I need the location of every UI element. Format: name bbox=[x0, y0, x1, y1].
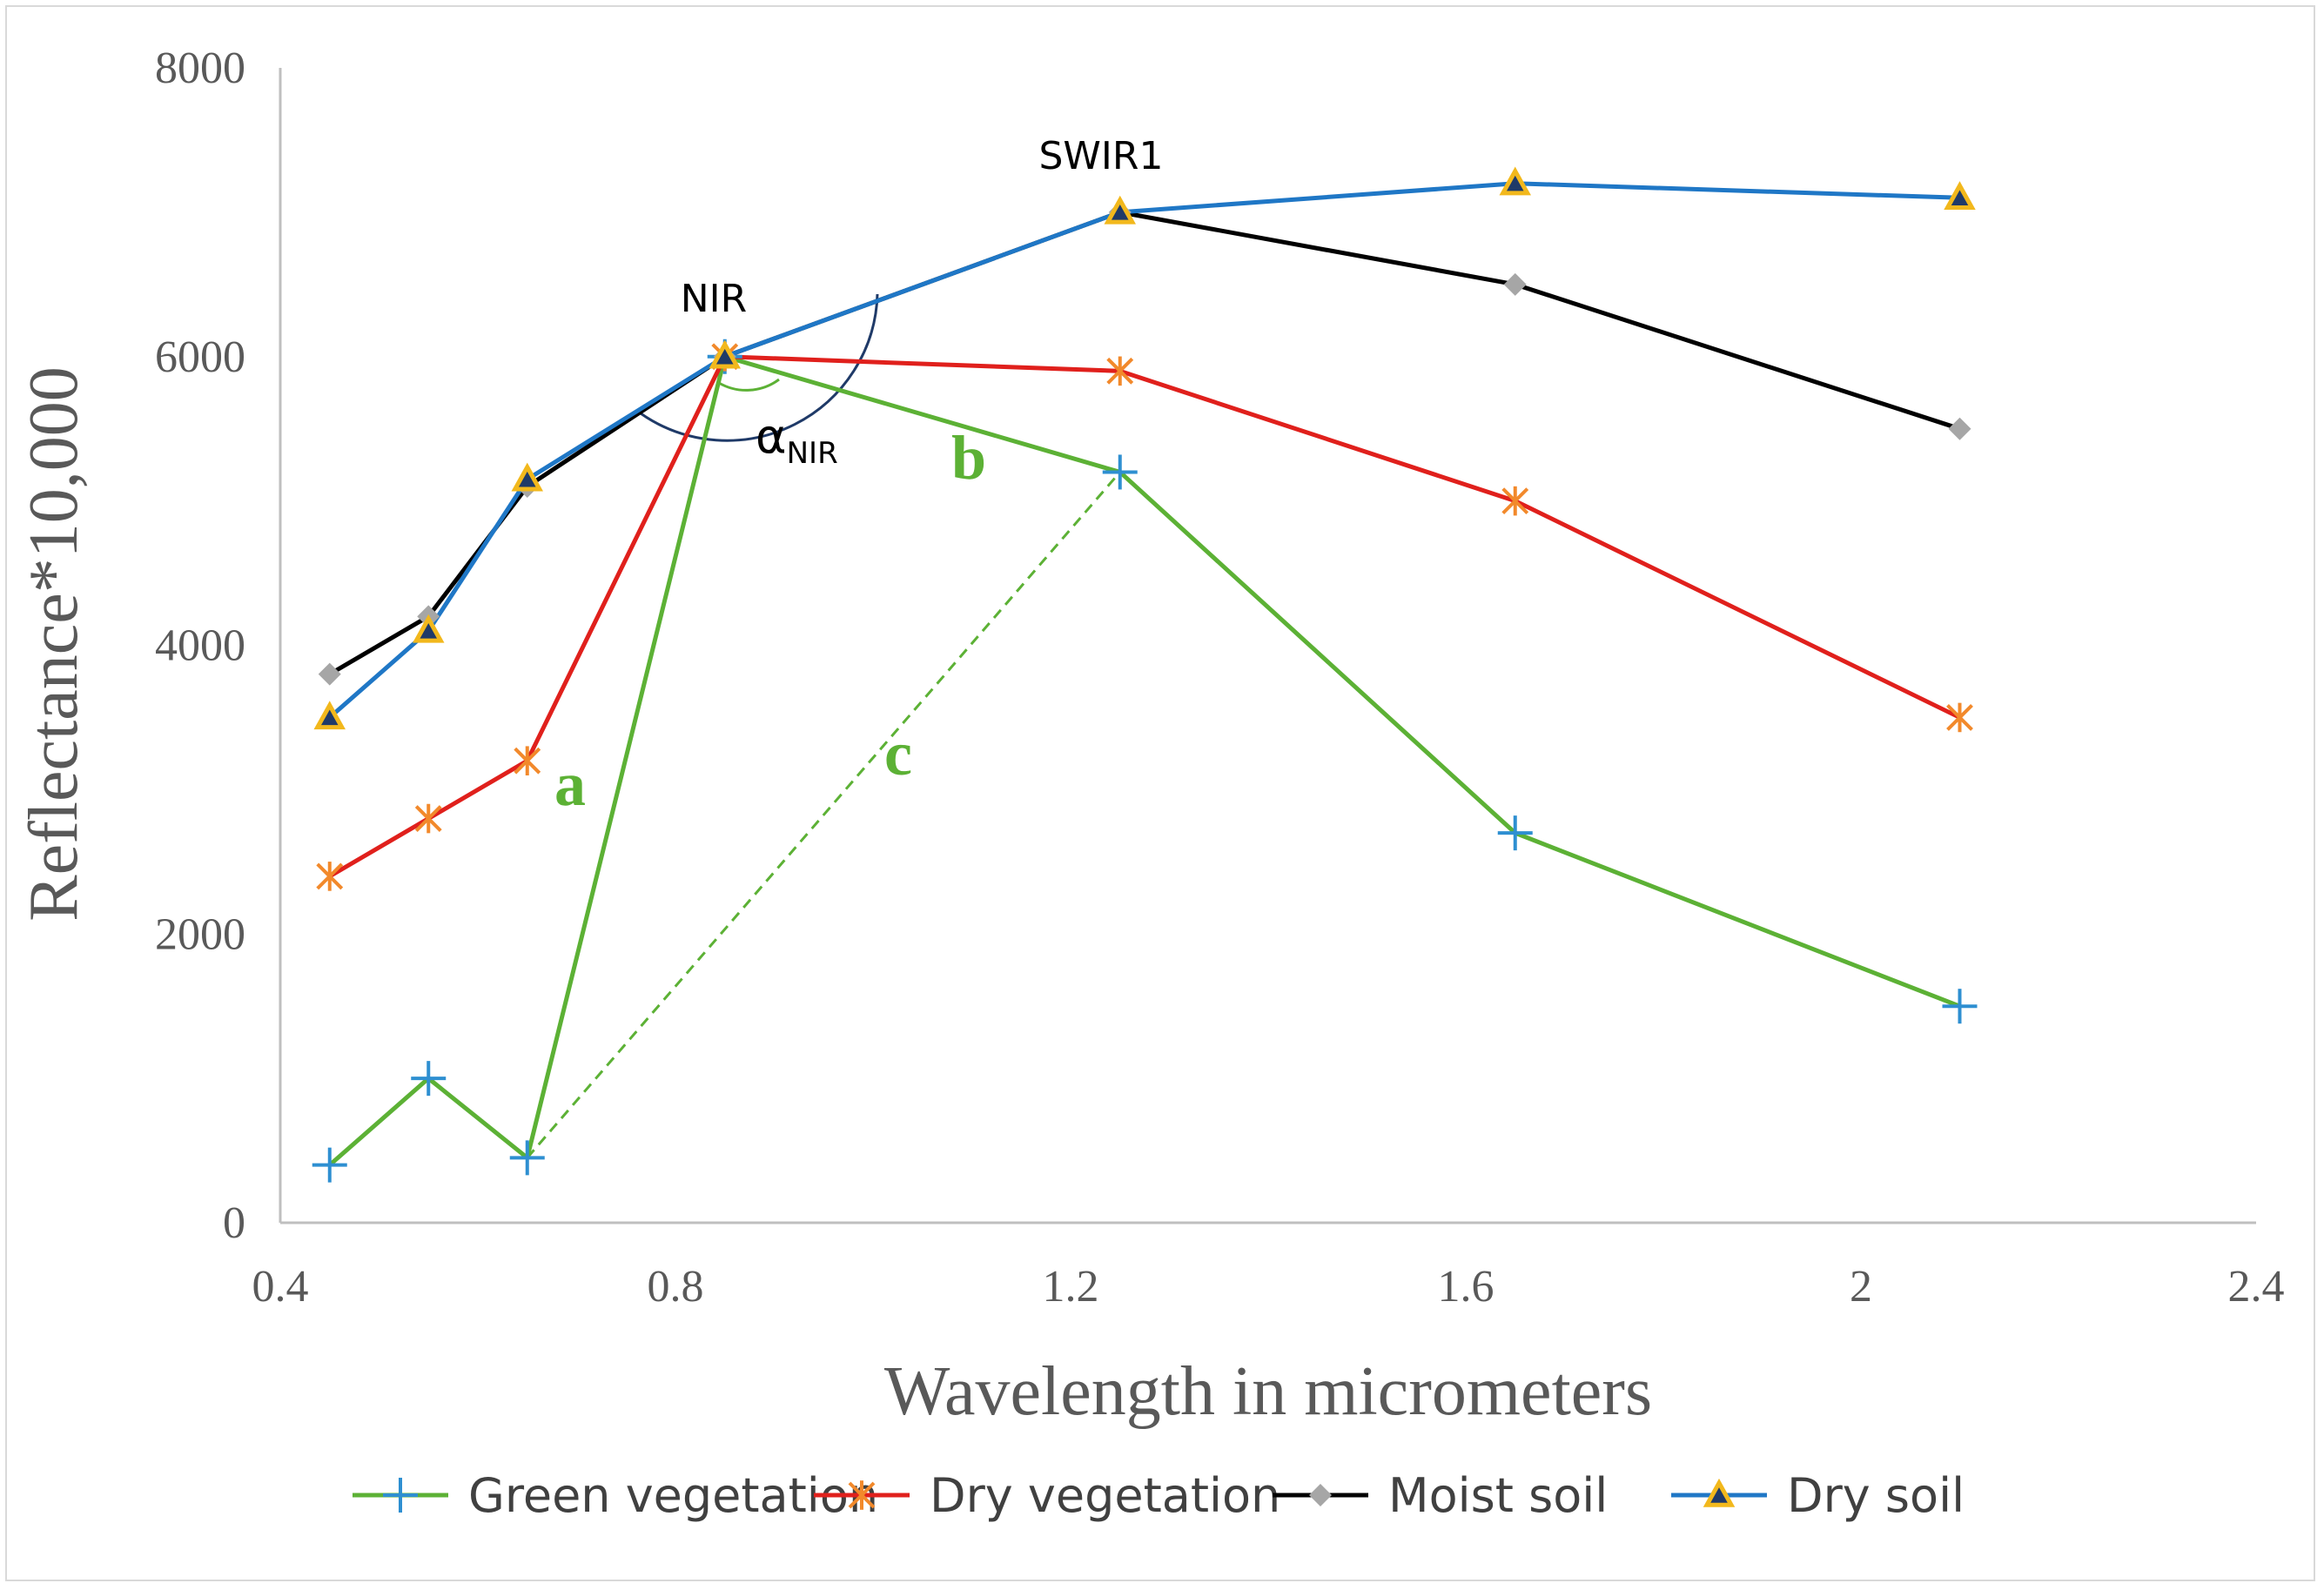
y-tick-label: 0 bbox=[223, 1198, 245, 1248]
angle-arc-inner bbox=[718, 378, 780, 392]
y-tick-label: 6000 bbox=[155, 332, 245, 382]
alpha-subscript: NIR bbox=[787, 436, 838, 471]
point-dry-soil bbox=[1104, 195, 1136, 225]
point-green-vegetation bbox=[411, 1061, 447, 1097]
alpha-symbol: α bbox=[756, 409, 787, 464]
point-green-vegetation bbox=[509, 1140, 545, 1176]
annotation-nir: NIR bbox=[681, 277, 747, 321]
legend-label: Moist soil bbox=[1388, 1468, 1608, 1523]
x-tick-label: 1.6 bbox=[1438, 1262, 1494, 1312]
legend-marker bbox=[848, 1480, 876, 1510]
legend-item-dry-vegetation: Dry vegetation bbox=[814, 1468, 1280, 1523]
point-dry-soil bbox=[413, 614, 445, 643]
point-moist-soil bbox=[1948, 417, 1971, 440]
x-tick-label: 2 bbox=[1850, 1262, 1872, 1312]
point-dry-soil bbox=[313, 701, 346, 730]
point-dry-vegetation bbox=[414, 803, 442, 834]
legend-label: Dry vegetation bbox=[930, 1468, 1280, 1523]
point-dry-soil bbox=[1499, 166, 1531, 196]
legend-item-green-vegetation: Green vegetation bbox=[353, 1468, 878, 1523]
series-line-moist-soil bbox=[328, 210, 1961, 676]
annotation-c: c bbox=[884, 719, 912, 788]
point-dry-soil bbox=[1944, 181, 1976, 210]
point-moist-soil bbox=[318, 662, 341, 686]
legend-item-dry-soil: Dry soil bbox=[1671, 1468, 1965, 1523]
y-tick-group: 0 2000 4000 6000 8000 bbox=[155, 44, 245, 1248]
annotation-a: a bbox=[554, 749, 586, 819]
point-dry-soil bbox=[709, 339, 741, 369]
point-moist-soil bbox=[1503, 272, 1527, 296]
point-dry-vegetation bbox=[1501, 486, 1529, 516]
point-green-vegetation bbox=[312, 1147, 347, 1183]
y-tick-label: 2000 bbox=[155, 909, 245, 959]
y-axis-title: Reflectance*10,000 bbox=[16, 366, 92, 922]
x-tick-label: 0.4 bbox=[252, 1262, 309, 1312]
point-dry-soil bbox=[511, 462, 543, 492]
point-dry-vegetation bbox=[514, 746, 541, 775]
x-tick-label: 2.4 bbox=[2228, 1262, 2285, 1312]
legend-marker bbox=[383, 1478, 418, 1513]
point-green-vegetation bbox=[1942, 989, 1978, 1024]
legend-item-moist-soil: Moist soil bbox=[1273, 1468, 1608, 1523]
chart-frame bbox=[5, 5, 2315, 1581]
x-tick-label: 1.2 bbox=[1043, 1262, 1099, 1312]
series-line-dry-soil bbox=[328, 181, 1960, 720]
series-group bbox=[312, 166, 1978, 1183]
point-green-vegetation bbox=[1102, 454, 1138, 490]
annotation-alpha: αNIR bbox=[756, 409, 838, 471]
y-tick-label: 4000 bbox=[155, 621, 245, 671]
legend-marker bbox=[1703, 1478, 1736, 1507]
y-tick-label: 8000 bbox=[155, 44, 245, 93]
x-tick-label: 0.8 bbox=[648, 1262, 704, 1312]
x-axis-title: Wavelength in micrometers bbox=[884, 1353, 1652, 1430]
dashed-line-c bbox=[526, 471, 1121, 1159]
angle-arc-outer bbox=[640, 293, 879, 442]
annotation-b: b bbox=[951, 423, 986, 493]
legend-marker bbox=[1309, 1484, 1332, 1506]
legend-label: Dry soil bbox=[1787, 1468, 1965, 1523]
x-tick-group: 0.4 0.8 1.2 1.6 2 2.4 bbox=[252, 1262, 2285, 1312]
point-dry-vegetation bbox=[316, 862, 344, 891]
point-green-vegetation bbox=[1497, 815, 1533, 851]
legend-label: Green vegetation bbox=[468, 1468, 878, 1523]
annotation-swir1: SWIR1 bbox=[1039, 134, 1164, 178]
point-dry-vegetation bbox=[1106, 356, 1134, 386]
point-dry-vegetation bbox=[1946, 702, 1973, 733]
legend: Green vegetation Dry vegetation Moist soil… bbox=[353, 1468, 1965, 1523]
